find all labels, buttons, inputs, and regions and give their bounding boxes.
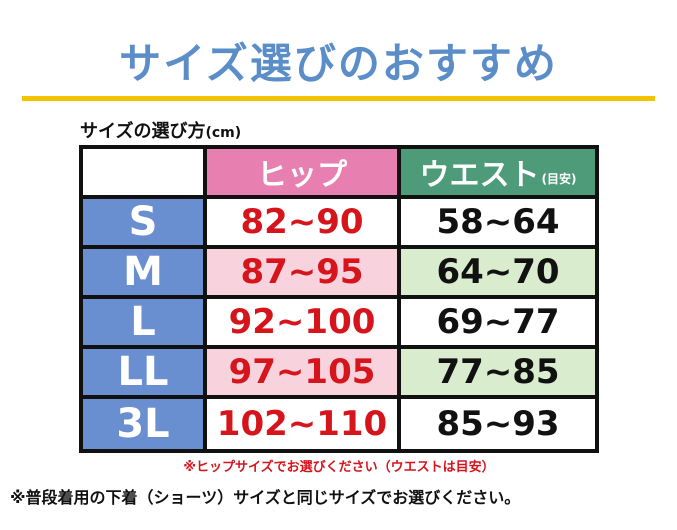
- header-waist-note: (目安): [541, 171, 577, 186]
- size-table: ヒップ ウエスト (目安) S 82~90 58~64 M 87~95 64~70…: [79, 145, 599, 453]
- size-label-3l: 3L: [83, 399, 203, 449]
- hip-value-ll: 97~105: [207, 349, 397, 395]
- waist-value-s: 58~64: [401, 199, 595, 245]
- waist-value-ll: 77~85: [401, 349, 595, 395]
- header-blank-cell: [83, 149, 203, 195]
- hip-value-m: 87~95: [207, 249, 397, 295]
- caption-unit: (cm): [205, 125, 242, 141]
- waist-value-3l: 85~93: [401, 399, 595, 449]
- caption-text: サイズの選び方: [80, 121, 206, 142]
- waist-value-l: 69~77: [401, 299, 595, 345]
- table-caption: サイズの選び方(cm): [80, 117, 241, 143]
- hip-value-l: 92~100: [207, 299, 397, 345]
- title-underline: [22, 96, 655, 101]
- header-hip-label: ヒップ: [257, 158, 347, 193]
- hip-value-s: 82~90: [207, 199, 397, 245]
- waist-value-m: 64~70: [401, 249, 595, 295]
- size-label-m: M: [83, 249, 203, 295]
- header-hip: ヒップ: [207, 149, 397, 195]
- header-waist-label: ウエスト: [419, 158, 540, 193]
- selection-note: ※ヒップサイズでお選びください（ウエストは目安）: [183, 460, 495, 475]
- page-title: サイズ選びのおすすめ: [119, 39, 558, 88]
- size-label-l: L: [83, 299, 203, 345]
- footer-note: ※普段着用の下着（ショーツ）サイズと同じサイズでお選びください。: [10, 488, 521, 507]
- header-waist: ウエスト (目安): [401, 149, 595, 195]
- size-label-s: S: [83, 199, 203, 245]
- hip-value-3l: 102~110: [207, 399, 397, 449]
- size-label-ll: LL: [83, 349, 203, 395]
